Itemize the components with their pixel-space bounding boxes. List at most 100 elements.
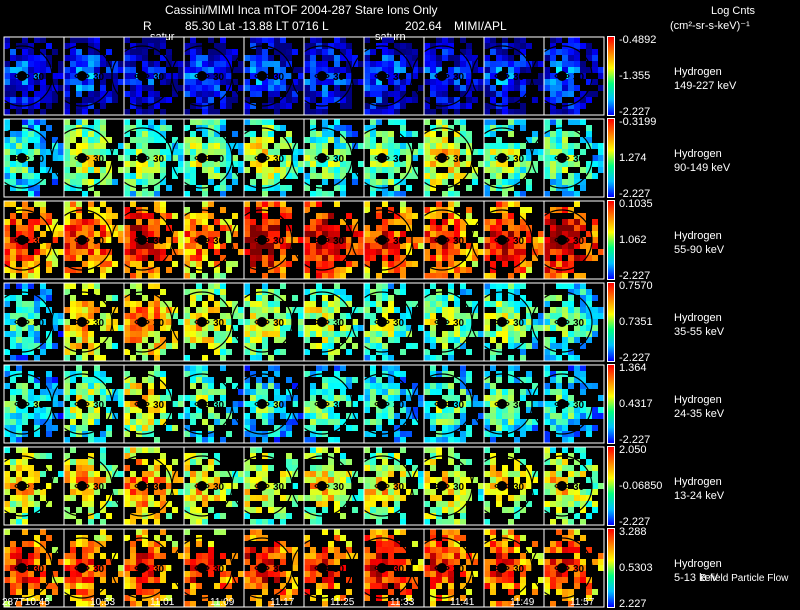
image-pixel	[520, 37, 526, 43]
image-pixel	[208, 91, 214, 97]
image-pixel	[310, 249, 316, 255]
image-pixel	[82, 167, 88, 173]
image-pixel	[124, 109, 130, 115]
image-pixel	[244, 401, 250, 407]
image-pixel	[400, 389, 406, 395]
image-pixel	[88, 377, 94, 383]
image-pixel	[304, 437, 310, 443]
image-pixel	[442, 55, 448, 61]
image-pixel	[28, 97, 34, 103]
image-pixel	[256, 377, 262, 383]
image-pixel	[220, 61, 226, 67]
image-pixel	[124, 231, 130, 237]
image-pixel	[208, 459, 214, 465]
image-pixel	[148, 377, 154, 383]
image-pixel	[256, 447, 262, 453]
image-pixel	[316, 131, 322, 137]
image-pixel	[196, 55, 202, 61]
image-pixel	[310, 131, 316, 137]
image-pixel	[292, 155, 298, 161]
image-pixel	[310, 49, 316, 55]
image-pixel	[502, 301, 508, 307]
image-pixel	[10, 395, 16, 401]
image-pixel	[304, 267, 310, 273]
image-pixel	[220, 137, 226, 143]
image-pixel	[436, 61, 442, 67]
image-pixel	[52, 179, 58, 185]
image-pixel	[100, 255, 106, 261]
image-pixel	[454, 55, 460, 61]
image-pixel	[382, 179, 388, 185]
saturn-disk	[77, 317, 87, 327]
image-pixel	[40, 301, 46, 307]
image-pixel	[514, 495, 520, 501]
image-pixel	[400, 143, 406, 149]
image-pixel	[310, 149, 316, 155]
image-pixel	[148, 37, 154, 43]
image-pixel	[562, 191, 568, 197]
image-pixel	[514, 283, 520, 289]
image-pixel	[430, 231, 436, 237]
image-pixel	[544, 219, 550, 225]
image-pixel	[46, 425, 52, 431]
image-pixel	[190, 37, 196, 43]
image-pixel	[508, 343, 514, 349]
image-pixel	[94, 437, 100, 443]
image-pixel	[442, 255, 448, 261]
image-pixel	[550, 167, 556, 173]
image-pixel	[220, 331, 226, 337]
image-pixel	[544, 453, 550, 459]
image-pixel	[454, 167, 460, 173]
image-pixel	[136, 219, 142, 225]
image-pixel	[244, 103, 250, 109]
image-pixel	[478, 401, 484, 407]
image-pixel	[268, 501, 274, 507]
image-pixel	[526, 43, 532, 49]
image-pixel	[76, 225, 82, 231]
image-pixel	[118, 61, 124, 67]
image-pixel	[100, 267, 106, 273]
image-pixel	[148, 301, 154, 307]
image-pixel	[364, 447, 370, 453]
image-pixel	[496, 61, 502, 67]
image-pixel	[214, 273, 220, 279]
image-pixel	[466, 371, 472, 377]
image-pixel	[430, 161, 436, 167]
image-pixel	[136, 179, 142, 185]
image-pixel	[484, 419, 490, 425]
image-pixel	[244, 431, 250, 437]
image-pixel	[358, 489, 364, 495]
image-pixel	[382, 143, 388, 149]
image-pixel	[496, 377, 502, 383]
image-pixel	[460, 137, 466, 143]
image-pixel	[76, 343, 82, 349]
image-pixel	[70, 413, 76, 419]
image-pixel	[334, 419, 340, 425]
image-pixel	[538, 85, 544, 91]
image-pixel	[436, 225, 442, 231]
ring-label: 30	[453, 318, 465, 329]
image-pixel	[124, 67, 130, 73]
image-pixel	[190, 161, 196, 167]
image-pixel	[364, 313, 370, 319]
image-pixel	[526, 377, 532, 383]
image-pixel	[4, 283, 10, 289]
image-pixel	[418, 149, 424, 155]
image-pixel	[424, 477, 430, 483]
image-pixel	[106, 319, 112, 325]
image-pixel	[556, 137, 562, 143]
image-pixel	[70, 407, 76, 413]
image-pixel	[520, 173, 526, 179]
image-pixel	[142, 85, 148, 91]
image-pixel	[322, 495, 328, 501]
image-pixel	[142, 337, 148, 343]
image-pixel	[376, 109, 382, 115]
image-pixel	[334, 137, 340, 143]
image-pixel	[130, 447, 136, 453]
image-pixel	[178, 249, 184, 255]
ring-label: 30	[213, 482, 225, 493]
image-pixel	[550, 131, 556, 137]
image-pixel	[208, 201, 214, 207]
image-pixel	[76, 519, 82, 525]
image-pixel	[298, 149, 304, 155]
